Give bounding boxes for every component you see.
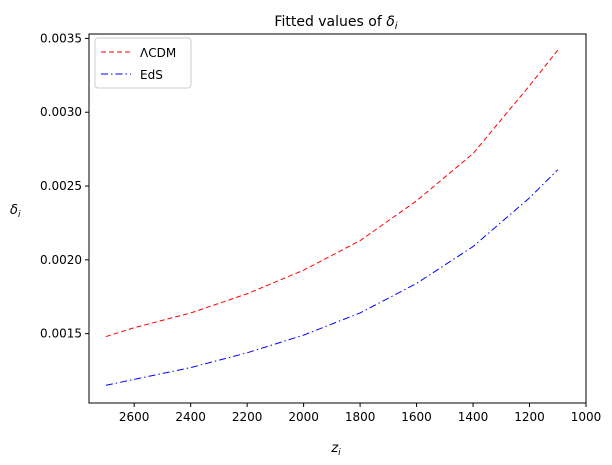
x-axis-label: zi bbox=[330, 441, 341, 458]
x-tick-label-8: 1000 bbox=[571, 410, 602, 424]
legend-box bbox=[94, 37, 192, 89]
x-tick-label-3: 2000 bbox=[288, 410, 319, 424]
x-tick-label-0: 2600 bbox=[119, 410, 150, 424]
x-tick-label-5: 1600 bbox=[401, 410, 432, 424]
series-line-0 bbox=[105, 49, 559, 338]
y-tick-label-3: 0.0030 bbox=[40, 105, 82, 119]
x-tick-label-4: 1800 bbox=[345, 410, 376, 424]
legend-label-lcdm: ΛCDM bbox=[140, 46, 176, 60]
x-tick-label-2: 2200 bbox=[232, 410, 263, 424]
y-tick-label-4: 0.0035 bbox=[40, 31, 82, 45]
chart-title: Fitted values of δi bbox=[274, 14, 397, 32]
series-line-1 bbox=[105, 169, 559, 386]
legend: ΛCDM EdS bbox=[94, 37, 192, 89]
x-tick-label-7: 1200 bbox=[514, 410, 545, 424]
x-tick-label-1: 2400 bbox=[175, 410, 206, 424]
y-axis-label: δi bbox=[10, 203, 21, 220]
legend-label-eds: EdS bbox=[140, 68, 163, 82]
axes-frame bbox=[88, 33, 587, 404]
y-tick-label-0: 0.0015 bbox=[40, 327, 82, 341]
y-tick-label-2: 0.0025 bbox=[40, 179, 82, 193]
x-tick-label-6: 1400 bbox=[458, 410, 489, 424]
plot-area: 2600 2400 2200 2000 1800 1600 1400 1200 1000 0.00… bbox=[40, 31, 601, 424]
y-tick-label-1: 0.0020 bbox=[40, 253, 82, 267]
